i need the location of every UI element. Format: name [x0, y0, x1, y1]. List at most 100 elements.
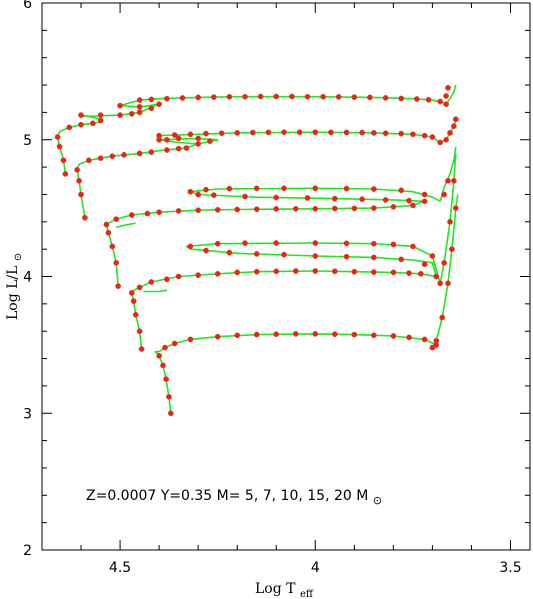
data-point [171, 132, 178, 138]
data-point [437, 280, 444, 287]
data-point [214, 270, 221, 277]
data-point [136, 104, 143, 110]
data-point [273, 240, 280, 246]
data-point [156, 101, 162, 108]
data-point [441, 191, 447, 198]
data-point [156, 132, 162, 139]
data-point [132, 311, 139, 318]
data-point [210, 94, 217, 100]
y-axis-label: Log L/L ⊙ [5, 253, 24, 320]
data-point [449, 246, 455, 252]
x-axis-label: Log T eff [255, 581, 314, 599]
data-point [253, 331, 260, 338]
data-point [429, 134, 436, 140]
data-point [234, 130, 241, 136]
data-point [421, 132, 428, 139]
data-point [76, 177, 82, 184]
y-tick-label: 4 [23, 270, 32, 286]
data-point [97, 155, 104, 162]
data-point [128, 110, 135, 117]
data-point [183, 145, 190, 151]
data-point [128, 212, 135, 218]
track-line-5 [445, 84, 457, 105]
data-point [312, 129, 319, 136]
y-axis-label-sub: ⊙ [13, 253, 24, 261]
data-point [429, 344, 436, 351]
data-point [382, 95, 389, 101]
data-point [148, 149, 155, 155]
data-point [281, 251, 287, 258]
annotation-sun-symbol: ⊙ [373, 494, 382, 507]
data-point [226, 249, 233, 256]
data-point [273, 268, 280, 275]
evolution-tracks [56, 84, 459, 414]
data-point [312, 268, 319, 274]
data-point [441, 259, 447, 266]
x-tick-label: 4.5 [109, 560, 131, 576]
annotation-text: Z=0.0007 Y=0.35 M= 5, 7, 10, 15, 20 M [86, 488, 368, 504]
data-point [447, 218, 453, 225]
data-point [410, 131, 416, 138]
data-point [312, 185, 319, 192]
data-point [443, 136, 449, 143]
plot-frame-group [41, 2, 531, 551]
data-point [451, 177, 457, 184]
data-point [292, 268, 299, 274]
data-point [292, 331, 299, 337]
data-point [281, 129, 287, 136]
data-point [164, 136, 170, 143]
data-point [429, 253, 436, 259]
data-point [390, 241, 397, 248]
data-point [370, 269, 377, 275]
data-point [343, 129, 350, 136]
data-point [78, 121, 84, 128]
data-point [78, 112, 84, 118]
data-point [164, 147, 170, 153]
data-point [97, 112, 104, 118]
data-point [203, 186, 209, 193]
track-line-1 [154, 350, 172, 414]
data-point [351, 94, 358, 100]
data-point [138, 346, 145, 352]
x-axis-label-sub: eff [300, 589, 314, 599]
data-point [117, 112, 123, 118]
data-point [136, 328, 143, 335]
data-point [421, 261, 428, 268]
data-point [195, 207, 202, 214]
data-point [410, 202, 416, 209]
data-point [187, 336, 194, 343]
data-point [113, 259, 120, 266]
data-point [398, 187, 405, 194]
data-point [156, 209, 162, 216]
data-point [273, 331, 280, 338]
data-point [370, 130, 377, 136]
data-point [370, 186, 377, 192]
data-point [234, 206, 241, 213]
data-point [452, 205, 459, 211]
data-point [171, 340, 178, 347]
data-point [179, 95, 186, 101]
data-point [312, 205, 319, 212]
y-axis-label-base: Log L/L [5, 266, 21, 320]
data-point [265, 129, 272, 136]
data-point [89, 120, 96, 127]
data-point [113, 216, 120, 222]
data-point [312, 240, 319, 246]
data-point [253, 185, 260, 192]
data-point [175, 135, 182, 142]
data-point [304, 93, 311, 100]
data-point [312, 331, 319, 337]
data-point [148, 279, 155, 285]
data-point [443, 101, 449, 108]
data-point [273, 206, 280, 212]
data-point [398, 95, 405, 102]
data-point [406, 197, 412, 204]
data-point [82, 214, 88, 221]
data-point [162, 344, 168, 351]
data-point [289, 93, 295, 100]
data-point [343, 253, 350, 260]
data-point [207, 138, 213, 144]
data-point [320, 93, 326, 100]
data-point [105, 229, 112, 236]
data-point [210, 192, 217, 198]
